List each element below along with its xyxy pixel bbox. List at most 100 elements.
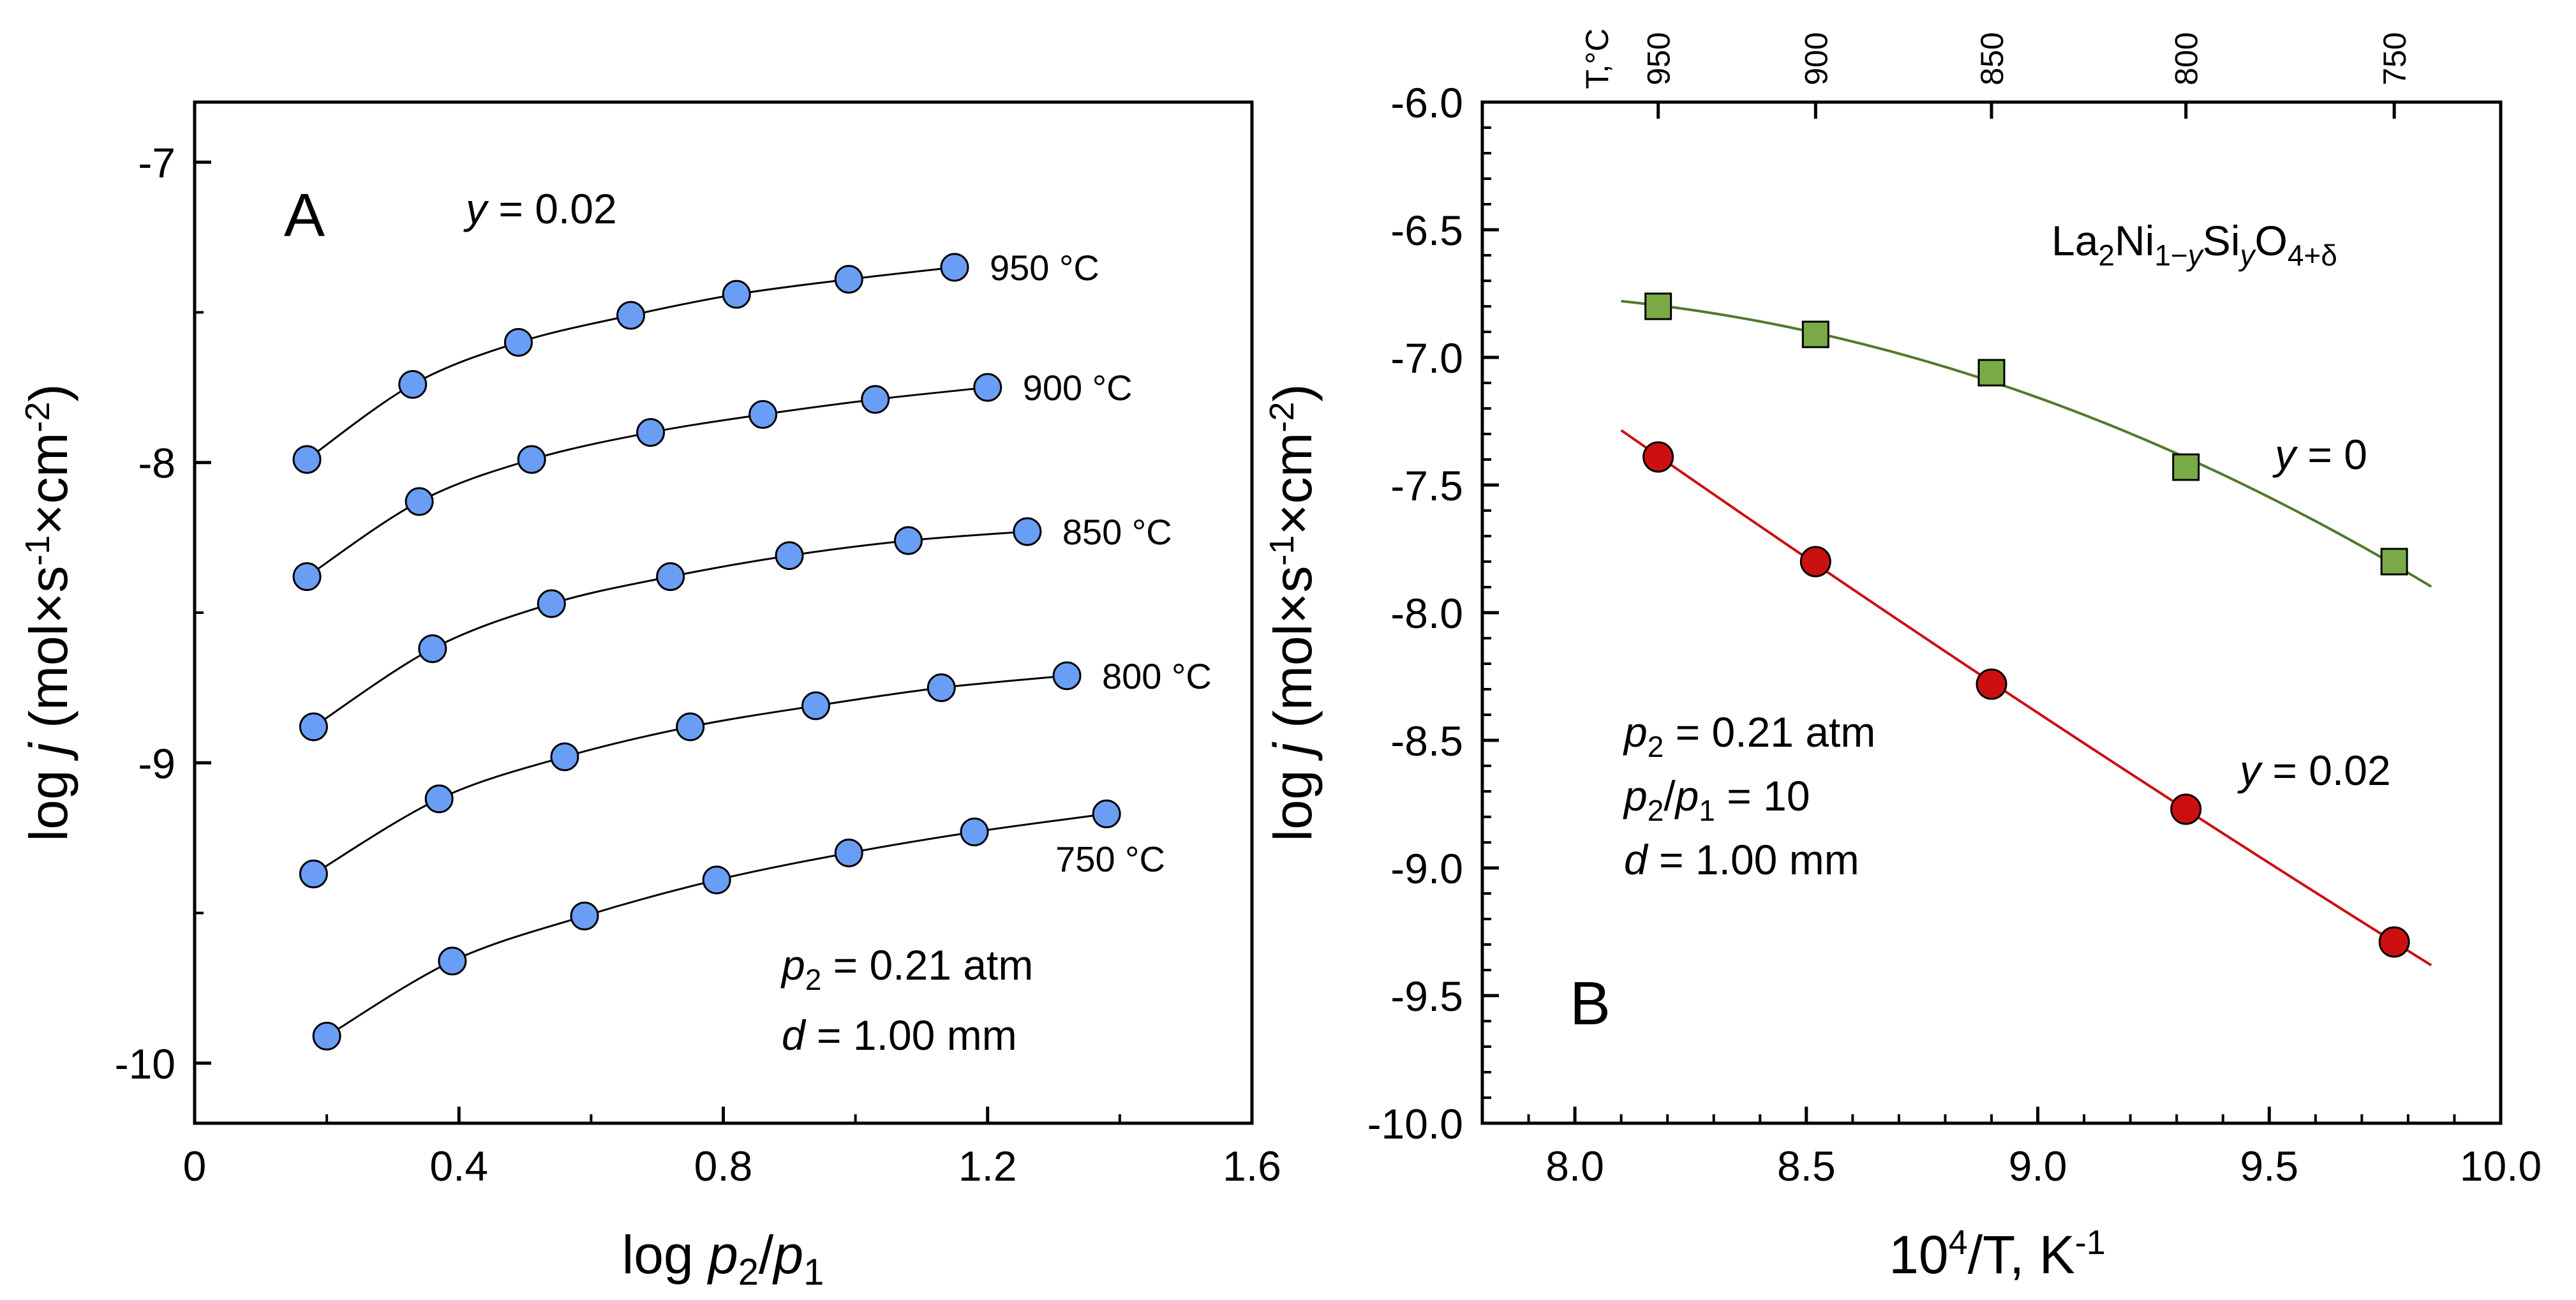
panel-a-data-point <box>834 265 863 294</box>
panel-a-data-point <box>927 673 956 703</box>
panel-a-data-point <box>861 385 890 414</box>
panel-a-data-point <box>940 253 969 282</box>
panel-b-formula: La2Ni1−ySiyO4+δ <box>2051 217 2337 272</box>
panel-a-series-label: 950 °C <box>990 248 1099 288</box>
panel-a-curve <box>313 530 1028 728</box>
panel-a-data-point <box>960 818 989 847</box>
panel-b-top-tick-label: 900 <box>1798 32 1834 85</box>
panel-b-x-tick-label: 8.0 <box>1545 1142 1604 1190</box>
panel-b-top-tick-label: 950 <box>1641 32 1677 85</box>
panel-b-points <box>1642 292 2410 958</box>
panel-b-ratio-condition: p2/p1 = 10 <box>1623 772 1810 827</box>
panel-a-data-point <box>299 712 328 742</box>
panel-b-square-point <box>1801 320 1829 348</box>
panel-a-series-label: 750 °C <box>1055 839 1165 879</box>
panel-a-data-point <box>405 487 434 516</box>
panel-b-x-tick-label: 10.0 <box>2460 1142 2542 1190</box>
panel-a-data-point <box>438 946 467 976</box>
panel-a-letter: A <box>284 181 325 250</box>
panel-b-y-tick-label: -8.0 <box>1390 590 1463 637</box>
panel-b-ticks: 8.0 8.5 9.0 9.5 10.0 -10.0 -9.5 -9.0 -8.5 -8.0 -7.… <box>1367 79 2542 1190</box>
panel-b-letter: B <box>1570 969 1611 1038</box>
panel-b-fit-line <box>1620 429 2432 967</box>
panel-a-x-tick-label: 1.6 <box>1223 1142 1281 1190</box>
panel-a-y-tick-label: -8 <box>138 440 175 487</box>
panel-a-series-label: 850 °C <box>1062 512 1172 552</box>
panel-a-x-tick-label: 0.8 <box>694 1142 753 1190</box>
panel-a-data-point <box>418 634 447 663</box>
panel-b-x-axis-title: 104/T, K-1 <box>1889 1223 2106 1285</box>
panel-a-data-point <box>312 1022 341 1051</box>
panel-a-data-point <box>775 541 804 571</box>
panel-a: 0 0.4 0.8 1.2 1.6 -10 -9 -8 -7 950 °C 900 °C 850 °… <box>19 100 1281 1293</box>
panel-b-y-tick-label: -9.5 <box>1390 973 1463 1020</box>
panel-a-data-point <box>893 526 923 555</box>
panel-a-data-point <box>537 589 566 618</box>
panel-a-data-point <box>656 562 685 592</box>
panel-b-square-point <box>2172 453 2200 481</box>
panel-b-fit-lines <box>1620 299 2432 967</box>
panel-a-data-point <box>1052 661 1082 691</box>
panel-a-series-label: 900 °C <box>1023 368 1133 408</box>
panel-a-data-point <box>1092 799 1121 828</box>
panel-b-top-temperature-axis: 950 900 850 800 750 <box>1641 32 2413 119</box>
panel-a-data-point <box>570 901 599 930</box>
panel-b-top-tick-label: 850 <box>1974 32 2010 85</box>
panel-a-series-labels: 950 °C 900 °C 850 °C 800 °C 750 °C <box>990 248 1212 879</box>
panel-a-points <box>292 253 1121 1051</box>
panel-a-curve <box>326 812 1107 1037</box>
panel-a-data-point <box>748 400 778 429</box>
panel-b-plot-frame <box>1480 100 2503 1125</box>
panel-a-data-point <box>292 562 322 592</box>
panel-a-data-point <box>550 742 579 772</box>
panel-b-y-tick-label: -7.0 <box>1390 334 1463 382</box>
panel-b-x-tick-label: 9.0 <box>2009 1142 2067 1190</box>
panel-b-top-axis-label: T,°C <box>1579 29 1615 89</box>
panel-a-data-point <box>299 859 328 888</box>
panel-b-y-tick-label: -8.5 <box>1390 717 1463 765</box>
panel-b-p2-condition: p2 = 0.21 atm <box>1623 708 1875 763</box>
panel-a-series-label: 800 °C <box>1102 656 1212 696</box>
panel-a-x-tick-label: 0 <box>183 1142 207 1190</box>
panel-b: 8.0 8.5 9.0 9.5 10.0 -10.0 -9.5 -9.0 -8.5 -8.0 -7.… <box>1263 29 2542 1285</box>
panel-a-data-point <box>424 784 454 814</box>
panel-a-p2-condition: p2 = 0.21 atm <box>780 941 1033 996</box>
panel-b-square-point <box>2380 548 2408 576</box>
panel-b-y-tick-label: -9.0 <box>1390 845 1463 892</box>
panel-a-data-point <box>973 373 1002 402</box>
panel-a-y-annotation: y = 0.02 <box>463 185 617 232</box>
panel-a-curve <box>313 675 1068 875</box>
panel-a-y-tick-label: -10 <box>115 1040 175 1087</box>
panel-a-data-point <box>834 838 863 867</box>
panel-a-data-point <box>1013 517 1042 546</box>
panel-b-circle-point <box>2378 926 2410 958</box>
panel-b-y-tick-label: -10.0 <box>1367 1100 1463 1147</box>
panel-b-circle-point <box>1642 441 1674 473</box>
panel-b-d-condition: d = 1.00 mm <box>1624 836 1859 883</box>
panel-a-data-point <box>517 445 546 474</box>
panel-a-data-point <box>503 327 533 357</box>
panel-b-square-point <box>1977 359 2006 387</box>
panel-b-circle-point <box>1799 546 1831 578</box>
panel-b-circle-point <box>1976 668 2007 700</box>
panel-a-x-tick-label: 0.4 <box>429 1142 488 1190</box>
panel-a-y-tick-label: -9 <box>138 740 175 787</box>
panel-a-data-point <box>292 445 322 474</box>
panel-a-data-point <box>722 280 751 309</box>
panel-a-y-tick-label: -7 <box>138 139 175 186</box>
panel-b-y-tick-label: -6.0 <box>1390 79 1463 126</box>
panel-b-square-point <box>1644 292 1672 320</box>
panel-a-data-point <box>702 865 731 895</box>
panel-b-top-tick-label: 800 <box>2169 32 2205 85</box>
panel-b-top-tick-label: 750 <box>2377 32 2413 85</box>
panel-a-data-point <box>801 691 830 721</box>
panel-a-x-axis-title: log p2/p1 <box>622 1225 824 1293</box>
panel-a-y-axis-title: log j (mol×s-1×cm-2) <box>19 384 78 842</box>
panel-b-x-tick-label: 8.5 <box>1777 1142 1836 1190</box>
panel-a-data-point <box>616 301 646 330</box>
panel-b-y-tick-label: -6.5 <box>1390 207 1463 254</box>
panel-a-data-point <box>398 370 428 399</box>
panel-b-series-label-y002: y = 0.02 <box>2237 747 2391 794</box>
panel-b-y-tick-label: -7.5 <box>1390 462 1463 509</box>
